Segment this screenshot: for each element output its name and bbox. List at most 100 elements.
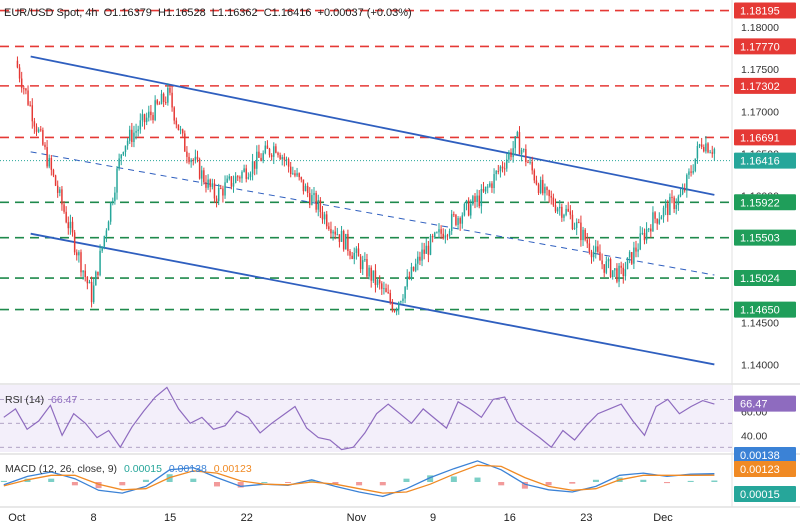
candle-body [44,144,46,148]
candle-body [412,266,415,271]
support-level-tag [734,194,796,211]
candle-body [626,257,629,270]
candle-body [628,252,631,258]
candle-body [243,168,245,172]
candle-body [181,129,184,134]
support-level-tag [734,229,796,246]
candle-body [692,171,694,173]
candle-body [567,208,569,212]
candle-body [92,285,95,303]
candle-body [419,256,421,261]
candle-body [652,212,654,232]
candle-body [251,161,254,174]
candle-body [643,232,646,241]
candle-body [224,182,226,196]
candle-body [323,214,326,220]
candle-body [391,301,394,311]
channel-upper-line [30,55,715,196]
candle-body [247,177,250,179]
candle-body [470,204,472,216]
candle-body [434,232,436,238]
candle-body [654,212,656,219]
candle-body [203,170,205,183]
candle-body [20,78,23,89]
candle-body [86,276,89,284]
candle-body [495,171,497,175]
rsi-title: RSI (14) [5,394,45,406]
candle-body [355,248,358,253]
candle-body [169,87,171,93]
x-tick-label: 22 [241,512,253,524]
rsi-value-tag [734,395,796,412]
candle-body [222,188,224,196]
rsi-label: RSI (14) 66.47 [5,394,77,406]
candle-body [279,155,281,160]
candle-body [289,166,292,175]
candle-body [423,249,425,254]
candle-body [527,162,529,164]
candle-body [18,67,21,79]
candle-body [253,161,256,169]
macd-histogram-bar [403,478,410,482]
candle-body [503,168,506,170]
x-tick-label: 9 [430,512,436,524]
candle-body [88,281,91,284]
candle-body [262,153,264,161]
candle-body [631,252,633,264]
macd-histogram-bar [521,482,528,489]
change-value: +0.00037 (+0.03%) [317,7,412,19]
candle-body [285,159,288,161]
candle-body [150,111,152,116]
candle-body [78,252,80,256]
candle-body [546,187,548,191]
candle-body [313,193,315,196]
candle-body [366,259,368,277]
candle-body [239,177,241,179]
support-level-tag [734,270,796,287]
candle-body [571,214,574,230]
candle-body [453,214,455,216]
candle-body [476,195,478,203]
candle-body [442,233,444,239]
candle-body [499,166,502,172]
candle-body [597,246,599,252]
channel-mid-line [30,151,715,276]
x-tick-label: Dec [653,512,673,524]
resistance-level-label: 1.18195 [740,6,780,18]
open-value: O1.16379 [103,7,152,19]
candle-body [611,270,614,278]
candle-body [573,227,576,230]
candle-body [510,152,512,158]
candle-body [601,260,603,265]
candle-body [514,136,516,149]
candle-body [220,187,222,189]
candle-body [61,189,63,205]
candle-body [300,177,303,180]
candle-body [398,302,400,310]
macd-histogram-bar [474,477,481,482]
candle-body [109,202,112,222]
candle-body [198,159,201,179]
candle-body [321,212,324,220]
candle-body [440,229,442,234]
candle-body [73,232,76,253]
candle-body [696,145,699,159]
candle-body [306,185,309,194]
candle-body [544,187,546,194]
candle-body [156,100,158,104]
candle-body [455,214,457,225]
candle-body [268,148,271,156]
candle-body [340,230,343,242]
candle-body [431,235,434,238]
candle-body [97,271,99,276]
candle-body [425,245,428,254]
candle-body [556,208,559,212]
candle-body [154,100,156,120]
candle-body [120,154,122,159]
candle-body [260,157,262,161]
candle-body [493,174,495,188]
candle-body [484,186,487,192]
candle-body [467,200,470,216]
candle-body [711,152,713,154]
candle-body [114,192,116,202]
